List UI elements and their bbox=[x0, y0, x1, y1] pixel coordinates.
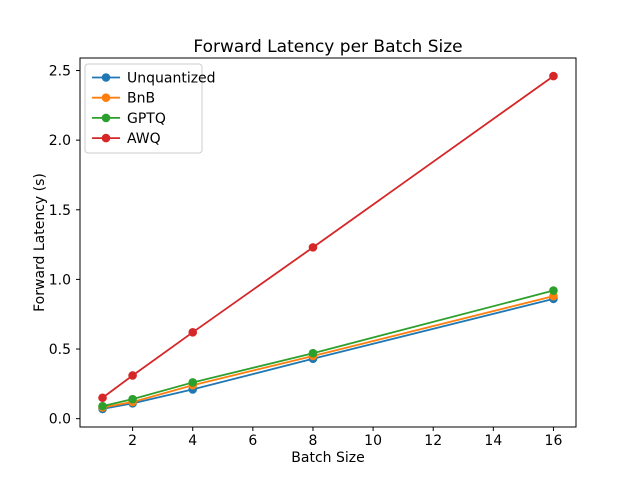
series-marker-gptq bbox=[188, 378, 198, 387]
series-marker-awq bbox=[549, 71, 558, 81]
y-tick-label: 1.0 bbox=[49, 272, 71, 288]
series-marker-awq bbox=[188, 328, 198, 337]
x-tick-label: 6 bbox=[248, 433, 257, 449]
series-marker-awq bbox=[98, 393, 107, 403]
y-tick-label: 1.5 bbox=[49, 203, 71, 219]
legend-marker-unquantized bbox=[101, 73, 111, 82]
y-tick-label: 2.0 bbox=[49, 133, 71, 149]
series-marker-awq bbox=[308, 243, 318, 252]
series-marker-gptq bbox=[308, 348, 318, 358]
series-marker-gptq bbox=[549, 286, 558, 295]
series-marker-awq bbox=[128, 371, 137, 380]
y-tick-label: 0.5 bbox=[49, 342, 71, 358]
series-line-bnb bbox=[102, 295, 554, 409]
y-axis-label: Forward Latency (s) bbox=[32, 173, 48, 312]
legend-label-awq: AWQ bbox=[127, 131, 161, 147]
axes-spines bbox=[79, 57, 577, 428]
legend-box bbox=[84, 63, 203, 154]
x-tick-label: 2 bbox=[128, 433, 137, 449]
x-tick-label: 14 bbox=[484, 433, 502, 449]
legend-marker-awq bbox=[101, 133, 111, 143]
legend-label-bnb: BnB bbox=[127, 91, 155, 107]
x-axis-label: Batch Size bbox=[291, 450, 364, 466]
legend-label-unquantized: Unquantized bbox=[127, 71, 216, 87]
series-marker-gptq bbox=[98, 401, 107, 411]
x-tick-label: 16 bbox=[545, 433, 563, 449]
x-tick-label: 10 bbox=[364, 433, 382, 449]
chart-title: Forward Latency per Batch Size bbox=[193, 37, 462, 57]
y-tick-label: 2.5 bbox=[49, 64, 71, 80]
y-tick-label: 0.0 bbox=[49, 412, 71, 428]
series-marker-gptq bbox=[128, 394, 137, 404]
legend-marker-gptq bbox=[101, 113, 111, 123]
x-tick-label: 4 bbox=[188, 433, 197, 449]
legend-label-gptq: GPTQ bbox=[127, 111, 166, 127]
x-tick-label: 12 bbox=[424, 433, 442, 449]
legend-marker-bnb bbox=[101, 93, 111, 102]
plot-area: 2 4 6 8 10 12 14 16 0.0 0.5 1.0 1.5 2.0 2.5 Unquantize… bbox=[49, 57, 577, 449]
x-tick-label: 8 bbox=[309, 433, 318, 449]
